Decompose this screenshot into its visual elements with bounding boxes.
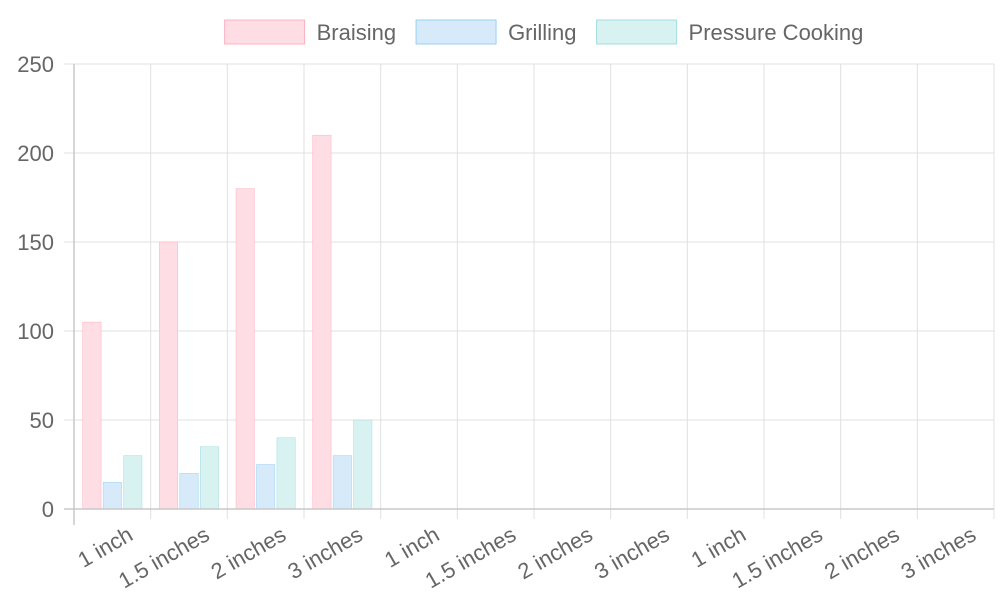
- legend-label-grilling[interactable]: Grilling: [508, 20, 576, 45]
- bar-braising[interactable]: [159, 241, 179, 510]
- bars: [82, 134, 373, 510]
- bar-braising[interactable]: [82, 321, 102, 510]
- bar-braising[interactable]: [312, 134, 332, 510]
- bar-grilling[interactable]: [256, 464, 276, 510]
- y-tick-label: 100: [17, 319, 54, 344]
- y-tick-label: 200: [17, 141, 54, 166]
- bar-grilling[interactable]: [102, 482, 122, 510]
- bar-braising[interactable]: [235, 188, 255, 510]
- x-tick-label: 3 inches: [897, 522, 980, 585]
- bar-pressure-cooking[interactable]: [353, 419, 373, 510]
- x-tick-label: 2 inches: [513, 522, 596, 585]
- legend-label-braising[interactable]: Braising: [317, 20, 396, 45]
- legend-swatch-pressure-cooking[interactable]: [596, 19, 678, 45]
- x-tick-label: 2 inches: [207, 522, 290, 585]
- axes: [64, 64, 994, 525]
- bar-pressure-cooking[interactable]: [276, 437, 296, 510]
- bar-grilling[interactable]: [332, 455, 352, 510]
- legend-swatch-grilling[interactable]: [415, 19, 497, 45]
- bar-pressure-cooking[interactable]: [199, 446, 219, 510]
- legend-swatch-braising[interactable]: [224, 19, 306, 45]
- y-axis-ticks: 0 50 100 150 200 250: [17, 52, 54, 522]
- legend-label-pressure-cooking[interactable]: Pressure Cooking: [689, 20, 864, 45]
- x-tick-label: 3 inches: [590, 522, 673, 585]
- x-tick-label: 3 inches: [283, 522, 366, 585]
- x-tick-label: 2 inches: [820, 522, 903, 585]
- bar-grilling[interactable]: [179, 473, 199, 510]
- y-tick-label: 150: [17, 230, 54, 255]
- grid-lines: [64, 63, 995, 519]
- bar-pressure-cooking[interactable]: [123, 455, 143, 510]
- legend: Braising Grilling Pressure Cooking: [224, 19, 864, 45]
- y-tick-label: 250: [17, 52, 54, 77]
- y-tick-label: 50: [30, 408, 54, 433]
- y-tick-label: 0: [42, 497, 54, 522]
